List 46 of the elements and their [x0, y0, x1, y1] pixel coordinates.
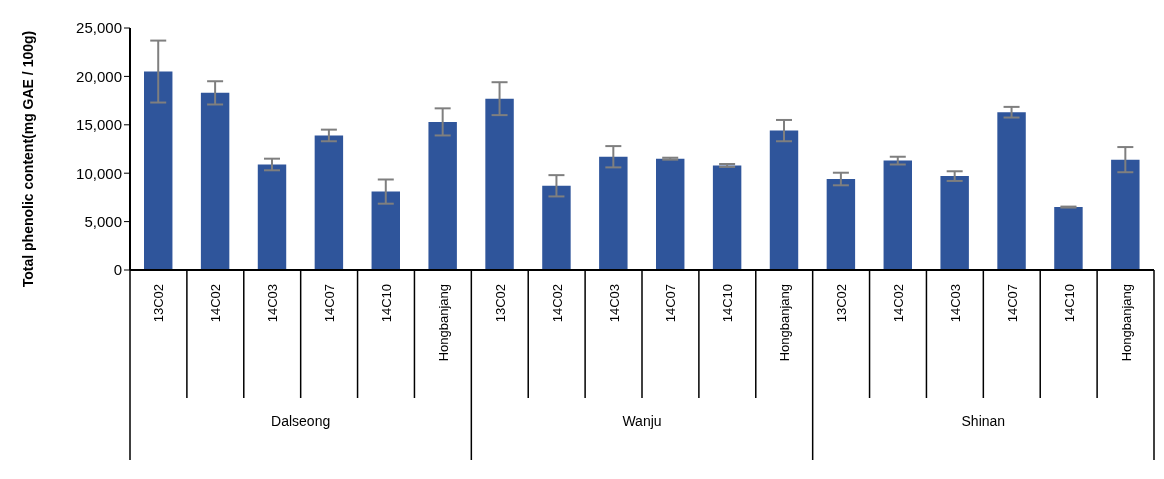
x-tick-label: 14C03 [606, 284, 622, 323]
bar [1111, 159, 1140, 270]
bar [997, 112, 1026, 270]
y-tick-label: 25,000 [76, 19, 122, 37]
bar [1054, 207, 1083, 270]
y-tick-label: 15,000 [76, 116, 122, 134]
bar [940, 176, 969, 270]
text: Wanju [622, 413, 662, 429]
x-tick-label: 14C07 [1004, 284, 1020, 323]
bar [485, 98, 514, 270]
bar [371, 191, 400, 270]
text: Shinan [961, 413, 1006, 429]
x-tick-label: 14C10 [379, 284, 394, 323]
bar [769, 130, 799, 270]
x-tick-label: 13C02 [151, 284, 167, 323]
x-tick-label: 14C02 [549, 284, 565, 323]
x-tick-label: 14C07 [322, 284, 338, 323]
x-tick-label: 14C10 [720, 284, 736, 323]
y-tick-label: 10,000 [76, 164, 122, 182]
x-tick-label: 14C02 [208, 284, 224, 323]
y-tick-label: 20,000 [76, 67, 122, 85]
bar [200, 92, 230, 270]
bar [144, 71, 173, 270]
y-tick-label: 0 [113, 261, 122, 279]
bar [656, 158, 685, 270]
x-tick-label: 13C02 [834, 284, 850, 323]
text: Dalseong [271, 413, 331, 429]
y-axis-title: Total phenolic content(mg GAE / 100g) [19, 30, 36, 288]
x-tick-label: 14C10 [1061, 284, 1077, 323]
bar [314, 135, 344, 270]
bar [599, 156, 628, 270]
x-tick-label: Hongbanjang [777, 284, 793, 362]
bar [883, 160, 912, 270]
x-tick-label: 14C07 [663, 284, 679, 323]
x-tick-label: Hongbanjang [435, 284, 451, 362]
bar [826, 179, 856, 270]
bar [428, 121, 457, 270]
y-tick-label: 5,000 [84, 212, 122, 230]
x-tick-label: 14C02 [891, 284, 906, 323]
bar [257, 164, 287, 270]
x-tick-label: 14C03 [947, 284, 963, 323]
x-tick-label: 13C02 [492, 284, 508, 323]
bar [542, 185, 571, 270]
x-tick-label: Hongbanjang [1118, 284, 1134, 362]
x-tick-label: 14C03 [265, 284, 281, 323]
bar [712, 165, 742, 270]
